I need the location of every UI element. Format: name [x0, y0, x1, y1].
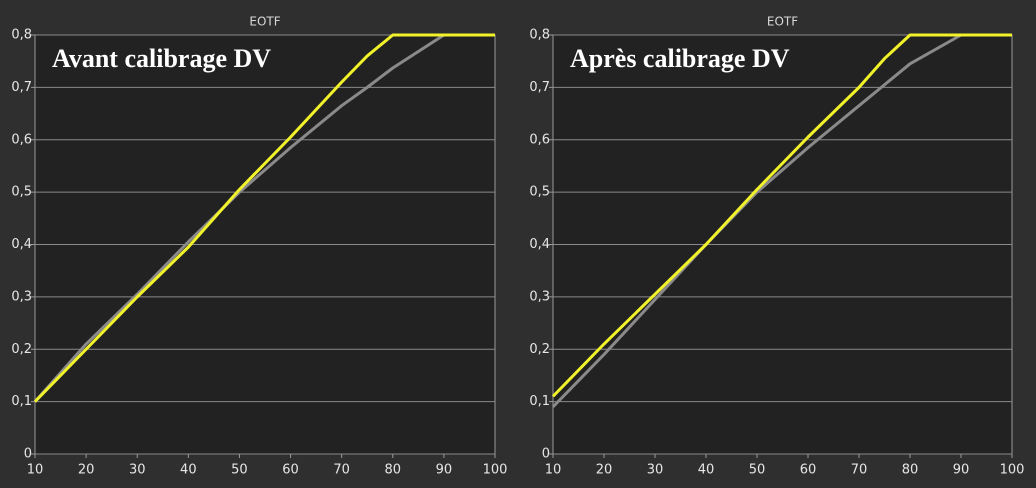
chart-title: EOTF — [249, 15, 280, 29]
x-tick-label: 30 — [647, 463, 664, 478]
x-tick-label: 30 — [129, 463, 146, 478]
x-tick-label: 80 — [385, 463, 402, 478]
series-line — [33, 33, 495, 403]
series-line — [33, 33, 495, 403]
x-tick-label: 100 — [483, 463, 508, 478]
x-tick-label: 100 — [1000, 463, 1025, 478]
y-tick-label: 0,5 — [529, 185, 550, 200]
x-tick-label: 80 — [902, 463, 919, 478]
y-tick-label: 0,2 — [11, 342, 32, 357]
x-tick-label: 50 — [231, 463, 248, 478]
x-tick-label: 90 — [436, 463, 453, 478]
x-tick-label: 40 — [698, 463, 715, 478]
y-tick-label: 0,3 — [529, 289, 550, 304]
y-tick-label: 0,2 — [529, 342, 550, 357]
y-tick-label: 0,3 — [11, 289, 32, 304]
y-tick-label: 0,7 — [11, 80, 32, 95]
x-tick-label: 10 — [545, 463, 562, 478]
y-tick-label: 0,6 — [529, 132, 550, 147]
x-tick-label: 40 — [180, 463, 197, 478]
y-tick-label: 0 — [542, 447, 550, 462]
y-tick-label: 0,8 — [529, 28, 550, 43]
x-tick-label: 20 — [596, 463, 613, 478]
x-tick-label: 50 — [749, 463, 766, 478]
x-tick-label: 60 — [800, 463, 817, 478]
y-tick-label: 0,7 — [529, 80, 550, 95]
x-tick-label: 70 — [851, 463, 868, 478]
x-tick-label: 10 — [27, 463, 44, 478]
annotation: Avant calibrage DV — [52, 44, 271, 73]
chart-title: EOTF — [767, 15, 798, 29]
x-tick-label: 60 — [282, 463, 299, 478]
y-tick-label: 0,8 — [11, 28, 32, 43]
y-tick-label: 0 — [24, 447, 32, 462]
y-tick-label: 0,6 — [11, 132, 32, 147]
y-tick-label: 0,1 — [529, 394, 550, 409]
y-tick-label: 0,4 — [529, 237, 550, 252]
x-tick-label: 90 — [953, 463, 970, 478]
x-tick-label: 20 — [78, 463, 95, 478]
x-tick-label: 70 — [333, 463, 350, 478]
series-line — [551, 33, 1012, 398]
annotation: Après calibrage DV — [570, 44, 790, 73]
y-tick-label: 0,4 — [11, 237, 32, 252]
y-tick-label: 0,5 — [11, 185, 32, 200]
y-tick-label: 0,1 — [11, 394, 32, 409]
series-line — [551, 33, 1012, 408]
